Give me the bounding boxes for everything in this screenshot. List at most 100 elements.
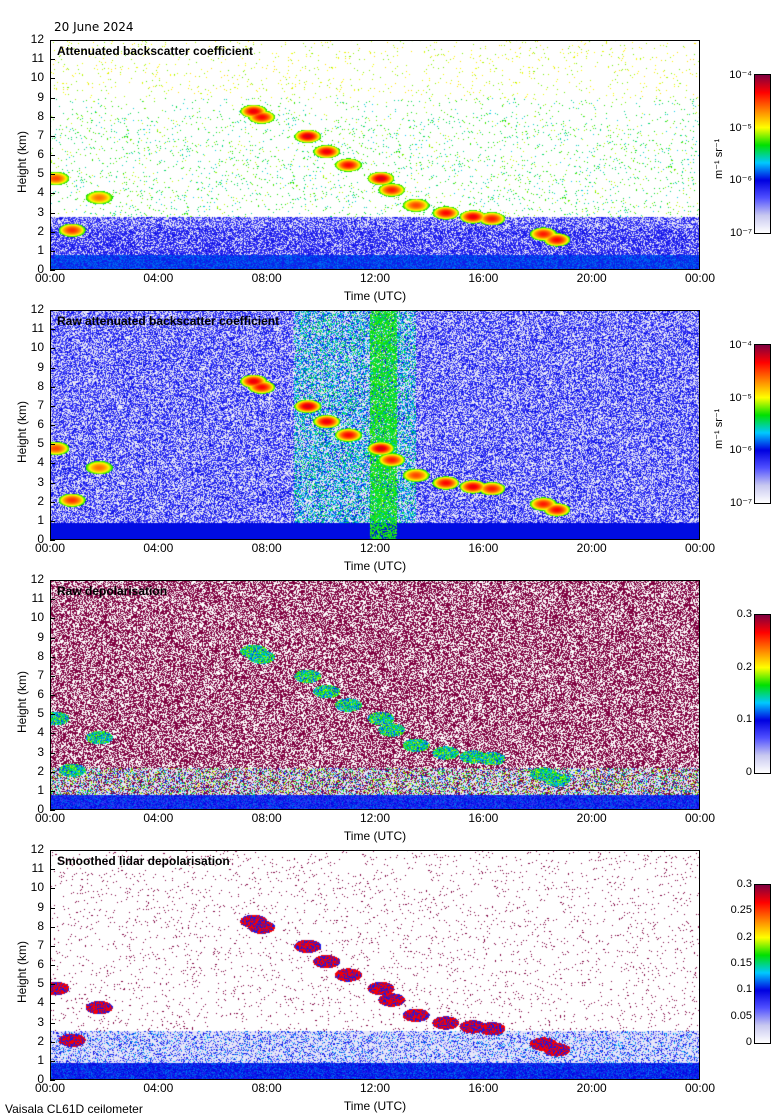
x-tick-label: 12:00 (359, 541, 391, 555)
y-tick-label: 4 (37, 185, 44, 200)
y-tick-label: 3 (37, 204, 44, 219)
y-tick-label: 11 (31, 591, 44, 606)
y-tick-mark (50, 1003, 55, 1005)
x-tick-label: 08:00 (251, 541, 282, 555)
y-tick-mark (50, 386, 55, 388)
y-tick-label: 2 (37, 493, 44, 508)
x-tick-label: 08:00 (251, 271, 282, 285)
y-tick-label: 1 (37, 782, 44, 797)
y-tick-label: 9 (37, 629, 44, 644)
y-tick-mark (50, 984, 55, 986)
y-tick-label: 1 (37, 1052, 44, 1067)
x-tick-label: 00:00 (684, 271, 716, 285)
y-tick-label: 12 (30, 572, 44, 586)
y-tick-mark (50, 135, 55, 137)
y-tick-label: 11 (31, 321, 44, 336)
y-tick-mark (50, 59, 55, 61)
y-tick-mark (50, 367, 55, 369)
y-tick-mark (50, 348, 55, 350)
chart-panel: Raw attenuated backscatter coefficient 0 1… (0, 302, 780, 580)
y-tick-label: 10 (30, 70, 44, 85)
y-tick-label: 0 (37, 262, 44, 276)
y-tick-label: 4 (37, 455, 44, 470)
y-tick-label: 6 (37, 147, 44, 161)
y-tick-mark (50, 482, 55, 484)
y-tick-label: 1 (37, 242, 44, 257)
y-tick-label: 12 (30, 842, 44, 856)
y-tick-label: 6 (37, 687, 44, 701)
y-tick-label: 6 (37, 417, 44, 431)
y-tick-mark (50, 810, 55, 811)
y-tick-mark (50, 425, 55, 426)
heatmap-image (50, 310, 700, 540)
panel-title: Attenuated backscatter coefficient (57, 44, 254, 58)
y-tick-label: 4 (37, 995, 44, 1010)
y-tick-mark (50, 231, 55, 233)
y-tick-mark (50, 771, 55, 773)
colorbar (754, 614, 771, 774)
y-tick-mark (50, 752, 55, 754)
x-tick-label: 12:00 (359, 1081, 391, 1095)
y-tick-mark (50, 405, 55, 407)
y-tick-label: 0 (37, 1072, 44, 1086)
y-tick-mark (50, 580, 55, 581)
y-tick-label: 2 (37, 763, 44, 778)
colorbar-tick-label: 10⁻⁶ (729, 444, 752, 457)
y-tick-mark (50, 463, 55, 465)
y-tick-mark (50, 945, 55, 947)
colorbar-tick-label: 10⁻⁵ (729, 391, 752, 404)
x-axis-label: Time (UTC) (343, 559, 407, 573)
colorbar-tick-label: 0 (745, 766, 752, 778)
y-tick-mark (50, 329, 55, 331)
y-tick-mark (50, 599, 55, 601)
y-tick-mark (50, 637, 55, 639)
y-tick-mark (50, 965, 55, 966)
x-axis-label: Time (UTC) (343, 289, 407, 303)
x-tick-label: 20:00 (576, 271, 607, 285)
y-tick-label: 3 (37, 474, 44, 489)
y-tick-label: 7 (37, 667, 44, 682)
colorbar-tick-label: 0.15 (730, 957, 752, 969)
x-tick-label: 08:00 (251, 1081, 282, 1095)
y-axis-label: Height (km) (15, 670, 29, 733)
y-tick-label: 12 (30, 302, 44, 316)
y-tick-mark (50, 714, 55, 716)
instrument-footer: Vaisala CL61D ceilometer (5, 1102, 143, 1116)
colorbar-tick-label: 10⁻⁷ (729, 227, 752, 239)
colorbar-tick-label: 10⁻⁴ (729, 69, 752, 81)
y-tick-mark (50, 695, 55, 696)
x-tick-label: 12:00 (359, 271, 391, 285)
y-tick-mark (50, 1060, 55, 1062)
date-label: 20 June 2024 (54, 20, 134, 34)
y-tick-label: 5 (37, 976, 44, 991)
y-tick-mark (50, 907, 55, 909)
y-tick-mark (50, 675, 55, 677)
y-tick-label: 3 (37, 1014, 44, 1029)
colorbar-tick-label: 0.3 (736, 608, 752, 620)
y-axis-label: Height (km) (15, 400, 29, 463)
colorbar-tick-label: 0.05 (730, 1009, 752, 1022)
heatmap-plot-area: Attenuated backscatter coefficient (50, 40, 700, 270)
colorbar-tick-label: 10⁻⁵ (729, 121, 752, 134)
y-tick-mark (50, 155, 55, 156)
x-tick-label: 04:00 (143, 541, 174, 555)
y-tick-mark (50, 618, 55, 620)
y-tick-mark (50, 656, 55, 658)
y-tick-mark (50, 174, 55, 176)
x-tick-label: 04:00 (143, 271, 174, 285)
x-tick-label: 16:00 (468, 1081, 499, 1095)
colorbar-tick-label: 10⁻⁶ (729, 174, 752, 187)
y-tick-label: 10 (30, 340, 44, 355)
x-tick-label: 12:00 (359, 811, 391, 825)
colorbar-unit: m⁻¹ sr⁻¹ (713, 138, 725, 179)
y-tick-label: 9 (37, 89, 44, 104)
y-tick-mark (50, 926, 55, 928)
chart-panel: Smoothed lidar depolarisation 0 1 2 3 4 5 6 7 8 9 1… (0, 842, 780, 1120)
colorbar-tick-label: 0.3 (736, 878, 752, 890)
y-tick-label: 5 (37, 436, 44, 451)
x-tick-label: 16:00 (468, 271, 499, 285)
colorbar-unit: m⁻¹ sr⁻¹ (713, 408, 725, 449)
y-tick-mark (50, 270, 55, 271)
y-tick-label: 12 (30, 32, 44, 46)
y-tick-label: 5 (37, 166, 44, 181)
